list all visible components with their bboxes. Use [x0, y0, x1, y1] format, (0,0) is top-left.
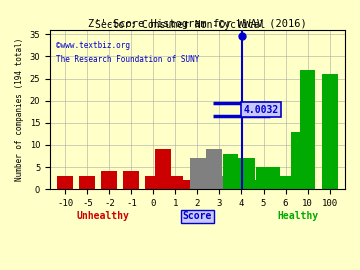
Bar [247, 180, 263, 189]
Bar [145, 176, 161, 189]
Text: 4.0032: 4.0032 [243, 104, 279, 114]
Bar [123, 171, 139, 189]
Bar [214, 176, 230, 189]
Bar [156, 149, 171, 189]
Bar [291, 132, 307, 189]
Text: The Research Foundation of SUNY: The Research Foundation of SUNY [56, 55, 199, 64]
Y-axis label: Number of companies (194 total): Number of companies (194 total) [15, 38, 24, 181]
Text: ©www.textbiz.org: ©www.textbiz.org [56, 41, 130, 50]
Text: Sector: Consumer Non-Cyclical: Sector: Consumer Non-Cyclical [95, 20, 265, 30]
Bar [177, 180, 193, 189]
Bar [189, 158, 205, 189]
Bar [198, 158, 214, 189]
Text: Unhealthy: Unhealthy [77, 211, 130, 221]
Bar [222, 154, 238, 189]
Bar [264, 167, 280, 189]
Bar [206, 149, 222, 189]
Bar [321, 74, 338, 189]
Bar [300, 70, 315, 189]
Bar [167, 176, 183, 189]
Bar [256, 167, 271, 189]
Bar [102, 171, 117, 189]
Text: Healthy: Healthy [277, 211, 318, 221]
Bar [239, 158, 255, 189]
Bar [272, 180, 288, 189]
Bar [231, 158, 247, 189]
Text: Score: Score [183, 211, 212, 221]
Title: Z''-Score Histogram for WWAV (2016): Z''-Score Histogram for WWAV (2016) [88, 19, 307, 29]
Bar [280, 176, 296, 189]
Bar [80, 176, 95, 189]
Bar [57, 176, 73, 189]
